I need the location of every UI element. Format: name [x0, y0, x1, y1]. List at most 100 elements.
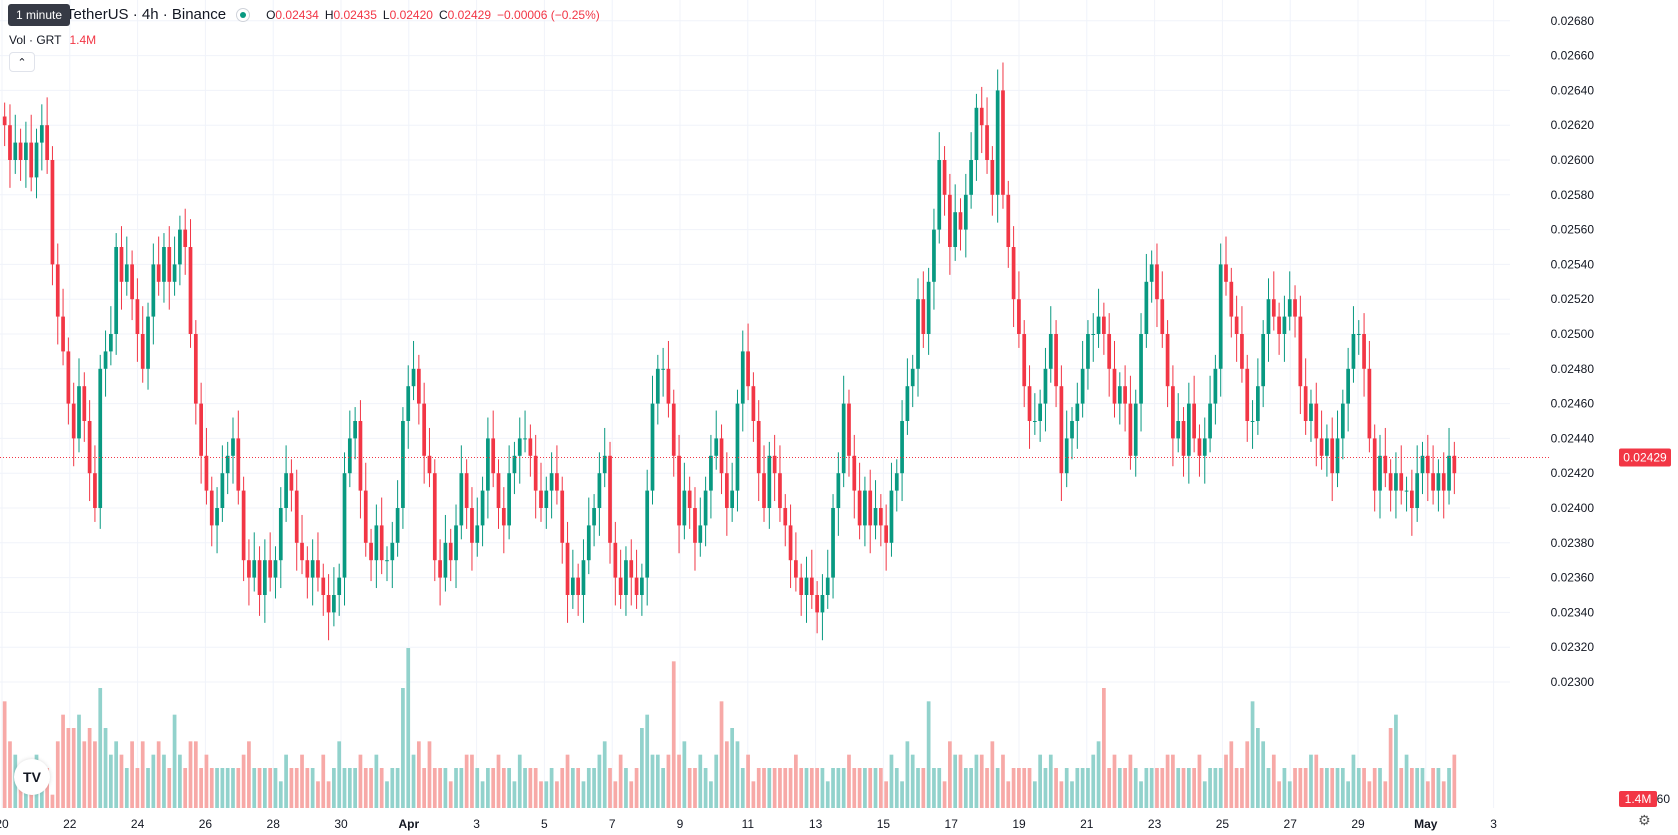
- candle-body: [932, 229, 936, 282]
- candle-body: [1287, 299, 1292, 317]
- volume-bar: [852, 768, 857, 808]
- volume-bar: [1293, 768, 1297, 808]
- candle-body: [1277, 316, 1281, 334]
- volume-bar: [650, 754, 655, 808]
- candle-body: [1325, 438, 1329, 456]
- volume-bar: [470, 754, 474, 808]
- candle-body: [1096, 316, 1101, 334]
- volume-bar: [443, 768, 448, 808]
- price-tick-label: 0.02480: [1551, 362, 1595, 376]
- candle-body: [459, 473, 464, 526]
- volume-bar: [1086, 768, 1090, 808]
- gear-icon[interactable]: ⚙: [1638, 812, 1651, 828]
- candlesticks: [2, 62, 1457, 641]
- candle-body: [236, 438, 241, 491]
- volume-bar: [868, 768, 873, 808]
- candle-body: [193, 334, 198, 404]
- candle-body: [146, 316, 150, 369]
- volume-bar: [358, 754, 363, 808]
- volume-bar: [8, 741, 12, 808]
- collapse-legend-button[interactable]: ⌃: [9, 52, 35, 72]
- volume-bar: [746, 754, 750, 808]
- volume-bar: [337, 741, 342, 808]
- candle-body: [294, 490, 299, 543]
- candle-body: [937, 160, 942, 230]
- candle-body: [889, 490, 894, 543]
- market-status-icon: [236, 7, 251, 22]
- candle-body: [1038, 403, 1043, 421]
- candle-body: [1075, 403, 1080, 421]
- volume-bar: [268, 768, 273, 808]
- volume-bar: [1314, 754, 1319, 808]
- volume-last-badge: [1619, 791, 1657, 807]
- candle-body: [369, 542, 373, 561]
- candle-body: [730, 490, 735, 508]
- price-tick-label: 0.02300: [1551, 675, 1595, 689]
- candle-body: [1102, 316, 1106, 334]
- open-label: O: [266, 7, 276, 22]
- candle-body: [18, 142, 23, 160]
- volume-bar: [847, 754, 851, 808]
- candle-body: [1006, 194, 1011, 247]
- price-tick-label: 0.02440: [1551, 431, 1595, 445]
- volume-bar: [257, 768, 262, 808]
- high-value: 0.02435: [333, 7, 377, 22]
- volume-bar: [985, 768, 989, 808]
- candle-body: [1139, 334, 1143, 404]
- volume-bar: [1340, 768, 1345, 808]
- time-tick-label: 13: [809, 817, 823, 831]
- candle-body: [586, 525, 591, 561]
- volume-bar: [1054, 768, 1058, 808]
- volume-bar: [932, 768, 936, 808]
- candle-body: [1022, 334, 1027, 387]
- candle-body: [910, 368, 915, 387]
- volume-bar: [87, 728, 92, 808]
- volume-bar: [1356, 768, 1361, 808]
- time-tick-label: 21: [1080, 817, 1094, 831]
- candle-body: [24, 142, 28, 160]
- time-tick-label: 29: [1351, 817, 1365, 831]
- volume-bar: [1335, 768, 1340, 808]
- symbol-title[interactable]: TetherUS · 4h · Binance: [66, 6, 227, 23]
- candle-body: [379, 525, 384, 561]
- volume-bar: [677, 754, 681, 808]
- candle-body: [1410, 490, 1414, 508]
- time-tick-label: 3: [473, 817, 480, 831]
- candle-body: [555, 473, 559, 491]
- candle-body: [863, 490, 867, 526]
- candle-body: [878, 508, 883, 526]
- volume-bar: [1096, 741, 1101, 808]
- volume-bar: [1388, 728, 1393, 808]
- volume-bar: [1425, 781, 1430, 808]
- volume-bar: [724, 741, 729, 808]
- candle-body: [262, 560, 267, 595]
- candle-body: [1394, 473, 1398, 491]
- volume-bar: [507, 768, 511, 808]
- candle-body: [411, 368, 416, 387]
- volume-bar: [555, 781, 559, 808]
- candle-body: [1054, 334, 1058, 387]
- candle-body: [1425, 455, 1430, 474]
- volume-bar: [687, 768, 692, 808]
- candle-body: [544, 490, 549, 508]
- tradingview-logo-icon[interactable]: TV: [14, 759, 50, 795]
- volume-bar: [597, 754, 602, 808]
- candle-body: [231, 438, 235, 456]
- volume-bar: [788, 768, 793, 808]
- candle-body: [1229, 281, 1234, 317]
- candle-body: [93, 473, 97, 508]
- low-value: 0.02420: [389, 7, 433, 22]
- candle-body: [1441, 473, 1446, 491]
- volume-bar: [655, 754, 660, 808]
- price-tick-label: 0.02600: [1551, 153, 1595, 167]
- volume-bar: [958, 754, 963, 808]
- volume-label[interactable]: Vol · GRT: [9, 33, 62, 47]
- volume-bar: [24, 781, 28, 808]
- candle-body: [1086, 334, 1090, 369]
- volume-bar: [262, 768, 267, 808]
- candle-body: [560, 490, 565, 543]
- volume-bar: [39, 781, 44, 808]
- candle-body: [1011, 247, 1016, 300]
- volume-bar: [427, 741, 432, 808]
